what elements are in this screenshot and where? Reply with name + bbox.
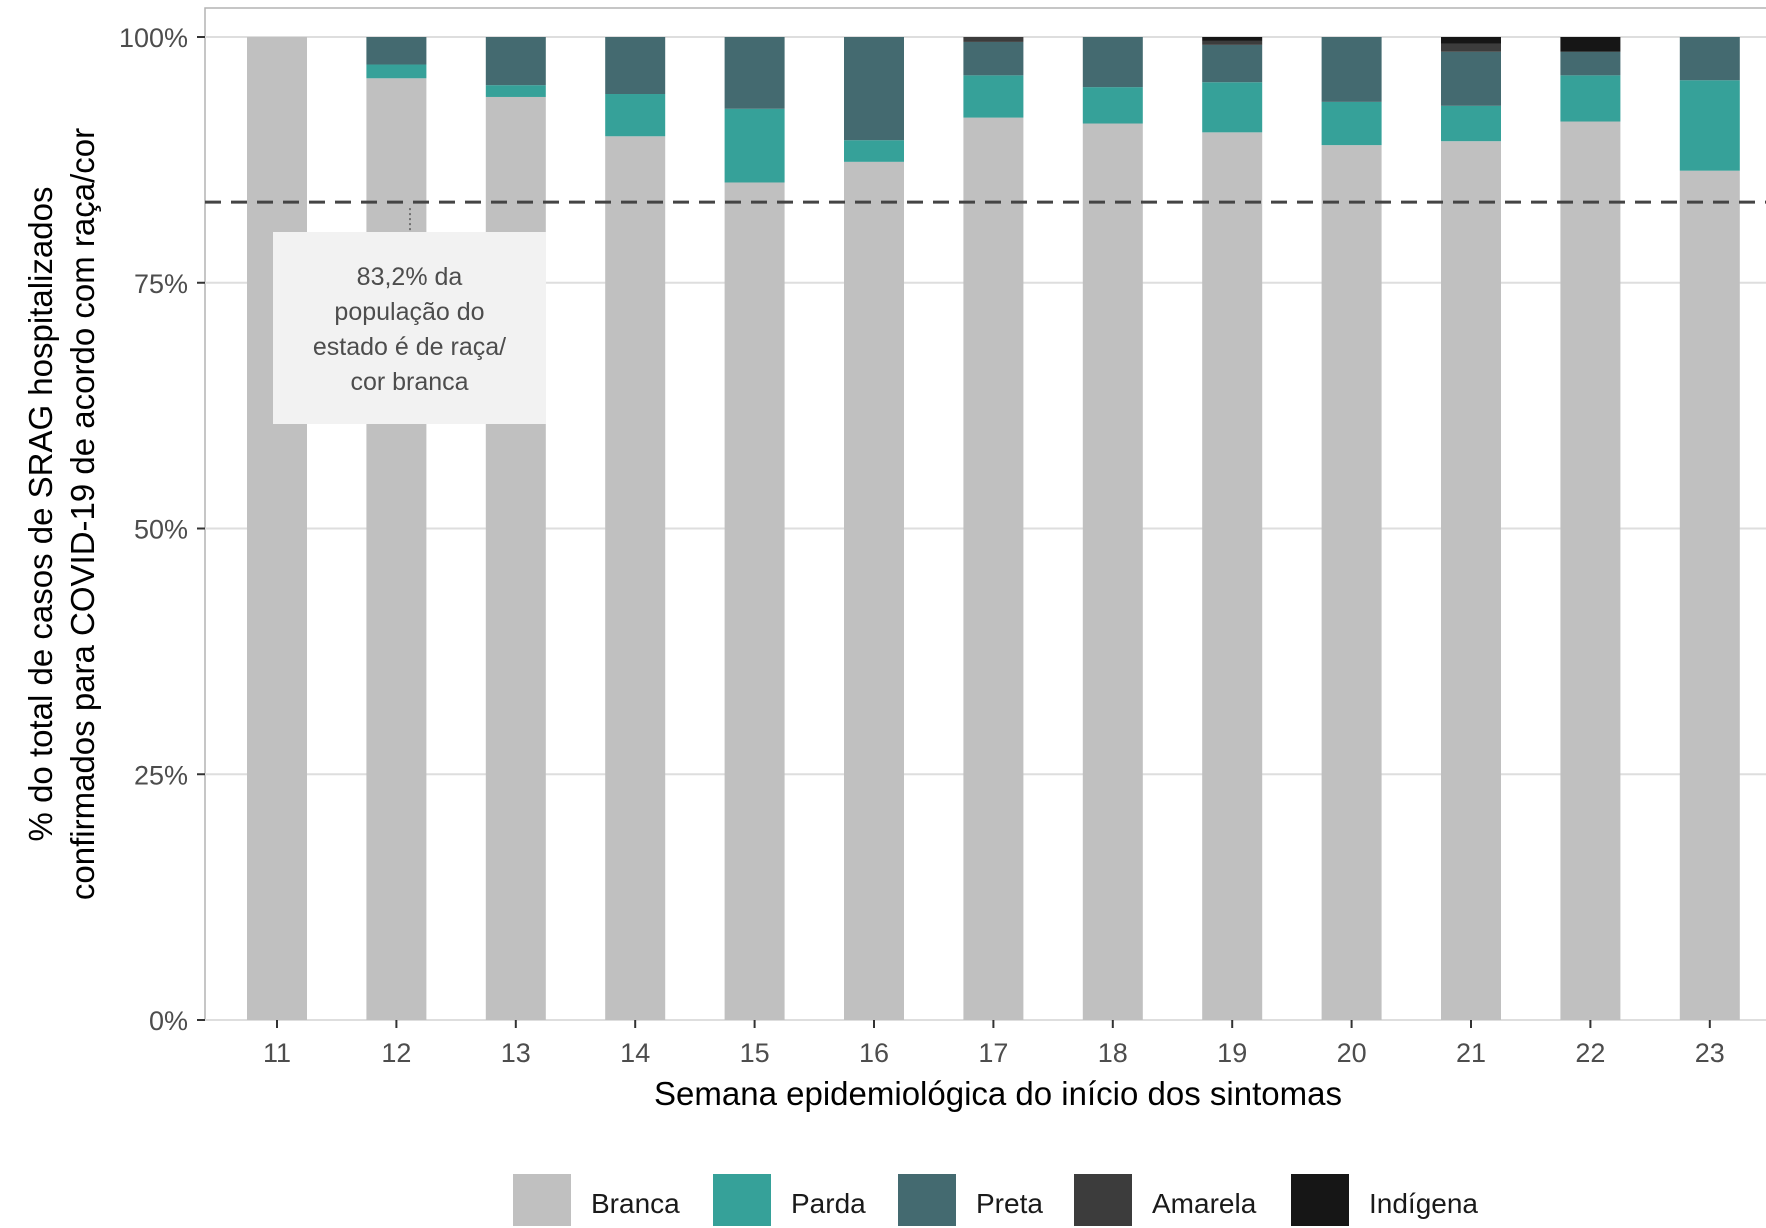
legend-label: Branca [591, 1188, 680, 1219]
bar-segment-parda [963, 75, 1024, 118]
y-axis-title-line-1: % do total de casos de SRAG hospitalizad… [22, 187, 59, 842]
x-tick-label: 13 [501, 1038, 531, 1068]
bar-segment-preta [485, 37, 546, 86]
bar-segment-parda [1082, 87, 1143, 124]
bar-segment-preta [1082, 37, 1143, 88]
annotation-text-line: população do [334, 298, 484, 326]
bar-segment-indigena [1202, 37, 1263, 41]
bar-segment-parda [366, 64, 427, 79]
bar-segment-branca [1082, 123, 1143, 1020]
bar-segment-preta [963, 41, 1024, 76]
bar-segment-branca [724, 182, 785, 1020]
bar-segment-parda [1321, 101, 1382, 146]
bar-segment-indigena [1441, 37, 1501, 44]
legend-label: Indígena [1369, 1188, 1478, 1219]
bar-segment-branca [366, 78, 427, 1020]
x-tick-label: 18 [1098, 1038, 1128, 1068]
x-tick-label: 16 [859, 1038, 889, 1068]
bar-segment-branca [844, 161, 904, 1020]
y-axis-title-line-2: confirmados para COVID-19 de acordo com … [64, 128, 101, 900]
bar-segment-indigena [1560, 37, 1621, 52]
x-tick-label: 19 [1217, 1038, 1247, 1068]
population-annotation: 83,2% da população do estado é de raça/cor… [273, 208, 546, 424]
x-tick-label: 14 [620, 1038, 650, 1068]
bar-segment-parda [844, 140, 904, 162]
x-tick-label: 22 [1575, 1038, 1605, 1068]
x-tick-label: 15 [740, 1038, 770, 1068]
x-tick-label: 23 [1695, 1038, 1725, 1068]
bar-segment-parda [605, 94, 666, 137]
bar-segment-parda [485, 85, 546, 97]
x-tick-label: 20 [1337, 1038, 1367, 1068]
bar-segment-amarela [963, 37, 1024, 42]
bar-segment-branca [1679, 170, 1740, 1021]
bar-segment-parda [1560, 75, 1621, 122]
legend-label: Preta [976, 1188, 1043, 1219]
bar-segment-preta [844, 37, 904, 141]
bar-segment-amarela [1202, 40, 1263, 45]
bar-segment-preta [1202, 44, 1263, 83]
x-tick-label: 11 [263, 1038, 291, 1068]
annotation-text-line: cor branca [350, 368, 468, 396]
y-tick-label: 75% [134, 269, 188, 299]
y-axis: 0% 25% 50% 75% 100% [119, 23, 205, 1036]
legend-key [1291, 1174, 1349, 1226]
bar-segment-branca [247, 37, 307, 1020]
bar-segment-preta [1679, 37, 1740, 81]
bar-segment-parda [1441, 105, 1501, 142]
bar-segment-branca [963, 117, 1024, 1020]
bar-segment-amarela [1441, 43, 1501, 52]
legend: Branca Parda Preta Amarela Indígena [513, 1174, 1478, 1226]
x-axis: 11 12 13 14 15 16 17 18 19 20 21 22 23 [263, 1020, 1725, 1068]
y-axis-title: % do total de casos de SRAG hospitalizad… [22, 128, 101, 900]
bar-segment-parda [1679, 80, 1740, 171]
legend-label: Parda [791, 1188, 866, 1219]
annotation-text-line: estado é de raça/ [313, 333, 506, 361]
legend-key [513, 1174, 571, 1226]
bar-segment-parda [1202, 82, 1263, 133]
x-tick-label: 12 [381, 1038, 411, 1068]
bar-segment-preta [1321, 37, 1382, 102]
y-tick-label: 25% [134, 760, 188, 790]
bar-segment-branca [1321, 145, 1382, 1020]
legend-label: Amarela [1152, 1188, 1257, 1219]
bar-segment-branca [605, 136, 666, 1020]
annotation-box [273, 232, 546, 424]
bar-segment-preta [1441, 51, 1501, 106]
x-axis-title: Semana epidemiológica do início dos sint… [654, 1075, 1342, 1112]
y-tick-label: 100% [119, 23, 188, 53]
legend-key [898, 1174, 956, 1226]
bar-segment-branca [1560, 121, 1621, 1020]
bar-segment-parda [724, 108, 785, 183]
bar-segment-branca [1202, 132, 1263, 1020]
x-tick-label: 17 [978, 1038, 1008, 1068]
bar-segment-preta [605, 37, 666, 95]
bar-segment-preta [724, 37, 785, 109]
y-tick-label: 0% [149, 1006, 188, 1036]
bar-segment-preta [366, 37, 427, 65]
legend-key [1074, 1174, 1132, 1226]
bar-segment-branca [1441, 141, 1501, 1020]
x-tick-label: 21 [1456, 1038, 1486, 1068]
y-tick-label: 50% [134, 515, 188, 545]
legend-key [713, 1174, 771, 1226]
bar-segment-preta [1560, 51, 1621, 76]
annotation-text-line: 83,2% da [357, 263, 463, 291]
